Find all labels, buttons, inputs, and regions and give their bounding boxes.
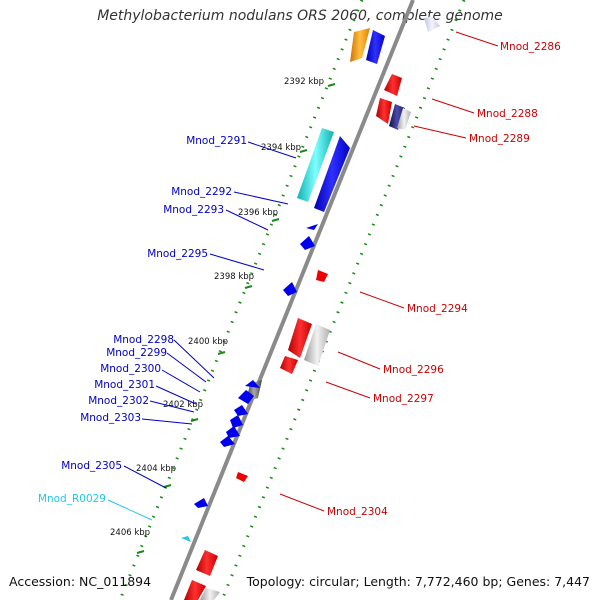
gene-arrow[interactable] bbox=[245, 380, 260, 388]
gene-label[interactable]: Mnod_2300 bbox=[100, 363, 161, 375]
gene-arrow[interactable] bbox=[304, 324, 330, 366]
tick-label: 2398 kbp bbox=[214, 272, 254, 282]
rna-callout-line bbox=[107, 499, 153, 521]
gene-arrow[interactable] bbox=[280, 356, 298, 374]
tick-label: 2406 kbp bbox=[110, 528, 150, 538]
gene-arrow[interactable] bbox=[220, 436, 235, 447]
plus-gene-labels: Mnod_2291 Mnod_2292 Mnod_2293 Mnod_2295 … bbox=[61, 135, 247, 472]
gene-label[interactable]: Mnod_2293 bbox=[163, 204, 224, 216]
callout-line bbox=[359, 291, 405, 309]
gene-arrow[interactable] bbox=[238, 390, 254, 404]
callout-line bbox=[225, 209, 269, 231]
gene-arrow[interactable] bbox=[184, 580, 206, 600]
gene-arrow[interactable] bbox=[424, 16, 440, 32]
tick-label: 2402 kbp bbox=[163, 400, 203, 410]
gene-arrow[interactable] bbox=[384, 74, 402, 96]
tick-label: 2392 kbp bbox=[284, 77, 324, 87]
gene-arrow[interactable] bbox=[234, 405, 248, 416]
genome-backbone bbox=[169, 0, 415, 600]
gene-arrow[interactable] bbox=[283, 282, 297, 296]
gene-arrow[interactable] bbox=[389, 104, 405, 130]
gene-label[interactable]: Mnod_2305 bbox=[61, 460, 122, 472]
gene-label[interactable]: Mnod_2286 bbox=[500, 41, 561, 53]
accession-text: Accession: NC_011894 bbox=[9, 574, 152, 589]
gene-label[interactable]: Mnod_2289 bbox=[469, 133, 530, 145]
tick-group: 2392 kbp 2394 kbp 2396 kbp 2398 kbp 2400… bbox=[110, 77, 336, 554]
rna-label[interactable]: Mnod_R0029 bbox=[38, 493, 106, 505]
minus-callouts bbox=[279, 31, 499, 512]
gene-label[interactable]: Mnod_2298 bbox=[113, 334, 174, 346]
tick-label: 2404 kbp bbox=[136, 464, 176, 474]
callout-line bbox=[413, 125, 467, 139]
gene-label[interactable]: Mnod_2299 bbox=[106, 347, 167, 359]
plus-callouts bbox=[123, 141, 297, 489]
gene-label[interactable]: Mnod_2292 bbox=[171, 186, 232, 198]
gene-arrow[interactable] bbox=[314, 136, 350, 212]
callout-line bbox=[149, 400, 195, 413]
gene-arrow[interactable] bbox=[397, 108, 411, 130]
callout-line bbox=[279, 493, 325, 512]
gene-arrow[interactable] bbox=[288, 318, 312, 358]
gene-arrow[interactable] bbox=[236, 472, 248, 482]
callout-line bbox=[233, 191, 289, 205]
gene-arrow[interactable] bbox=[230, 415, 243, 428]
gene-arrow[interactable] bbox=[300, 236, 315, 250]
plus-strand-genes bbox=[181, 28, 385, 542]
tick-label: 2394 kbp bbox=[261, 143, 301, 153]
tick-mark bbox=[271, 218, 280, 222]
map-title: Methylobacterium nodulans ORS 2060, comp… bbox=[97, 8, 503, 24]
tick-mark bbox=[217, 351, 226, 355]
gene-arrow[interactable] bbox=[196, 550, 218, 576]
gene-arrow[interactable] bbox=[316, 270, 328, 282]
callout-line bbox=[155, 385, 197, 405]
gene-label[interactable]: Mnod_2294 bbox=[407, 303, 468, 315]
callout-line bbox=[209, 253, 265, 271]
gene-label[interactable]: Mnod_2291 bbox=[186, 135, 247, 147]
gene-label[interactable]: Mnod_2296 bbox=[383, 364, 444, 376]
gene-arrow[interactable] bbox=[350, 28, 370, 62]
gene-label[interactable]: Mnod_2302 bbox=[88, 395, 149, 407]
callout-line bbox=[325, 381, 371, 399]
callout-line bbox=[455, 31, 499, 47]
gene-arrow[interactable] bbox=[200, 588, 220, 600]
gene-label[interactable]: Mnod_2297 bbox=[373, 393, 434, 405]
callout-line bbox=[247, 141, 297, 159]
gene-label[interactable]: Mnod_2301 bbox=[94, 379, 155, 391]
callout-line bbox=[337, 351, 381, 370]
tick-mark bbox=[244, 285, 253, 289]
gene-arrow[interactable] bbox=[226, 426, 240, 438]
tick-label: 2396 kbp bbox=[238, 208, 278, 218]
callout-line bbox=[166, 352, 207, 383]
gene-label[interactable]: Mnod_2304 bbox=[327, 506, 388, 518]
gene-arrow[interactable] bbox=[297, 128, 334, 202]
tick-label: 2400 kbp bbox=[188, 337, 228, 347]
gene-arrow[interactable] bbox=[366, 30, 385, 64]
callout-line bbox=[123, 465, 167, 489]
gene-label[interactable]: Mnod_2288 bbox=[477, 108, 538, 120]
callout-line bbox=[431, 98, 475, 114]
callout-line bbox=[161, 369, 201, 393]
plus-strand-guide bbox=[118, 0, 364, 600]
minus-gene-labels: Mnod_2286 Mnod_2288 Mnod_2289 Mnod_2294 … bbox=[327, 41, 561, 518]
tick-mark bbox=[190, 418, 199, 422]
tick-mark bbox=[163, 484, 172, 488]
callout-line bbox=[173, 339, 215, 379]
gene-arrow[interactable] bbox=[376, 98, 392, 124]
gene-label[interactable]: Mnod_2295 bbox=[147, 248, 208, 260]
genome-summary-text: Topology: circular; Length: 7,772,460 bp… bbox=[246, 574, 590, 589]
minus-strand-genes bbox=[184, 16, 440, 600]
gene-arrow[interactable] bbox=[194, 498, 208, 508]
tick-mark bbox=[136, 550, 145, 554]
rna-arrow[interactable] bbox=[181, 536, 191, 542]
gene-arrow[interactable] bbox=[306, 224, 318, 230]
tick-mark bbox=[299, 149, 308, 153]
gene-label[interactable]: Mnod_2303 bbox=[80, 412, 141, 424]
callout-line bbox=[141, 418, 193, 425]
tick-mark bbox=[327, 83, 336, 87]
